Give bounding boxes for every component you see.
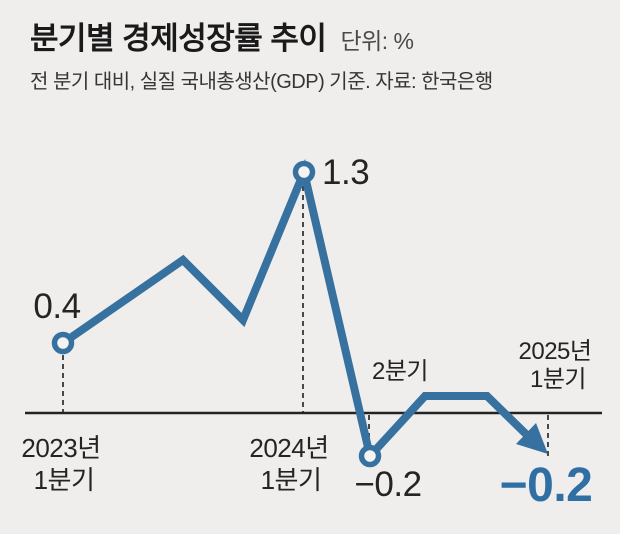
- value-label-2023q1: 0.4: [33, 287, 80, 326]
- axis-label-2025-year: 2025년: [519, 338, 592, 365]
- marker-2024q1: [292, 160, 316, 184]
- trend-line: [60, 158, 532, 465]
- axis-label-2023-quarter: 1분기: [34, 465, 95, 495]
- arrow-head-icon: [516, 423, 548, 454]
- axis-label-2023-year: 2023년: [21, 433, 100, 463]
- value-label-2024q1: 1.3: [322, 153, 369, 192]
- axis-label-2024-year: 2024년: [249, 433, 328, 463]
- marker-2023q1: [51, 331, 75, 355]
- title-row: 분기별 경제성장률 추이 단위: %: [30, 21, 600, 56]
- value-label-2024q2: −0.2: [354, 465, 421, 504]
- axis-label-2025-quarter: 1분기: [530, 366, 586, 393]
- chart-subtitle: 전 분기 대비, 실질 국내총생산(GDP) 기준. 자료: 한국은행: [30, 71, 493, 94]
- marker-2024q2: [358, 444, 382, 468]
- unit-label: 단위: %: [340, 28, 414, 54]
- axis-label-2024q2: 2분기: [372, 358, 428, 385]
- page-title: 분기별 경제성장률 추이: [30, 21, 327, 56]
- axis-label-2024-quarter: 1분기: [261, 465, 322, 495]
- value-label-2025q1: −0.2: [500, 459, 593, 512]
- chart-header: 분기별 경제성장률 추이 단위: % 전 분기 대비, 실질 국내총생산(GDP…: [30, 21, 600, 94]
